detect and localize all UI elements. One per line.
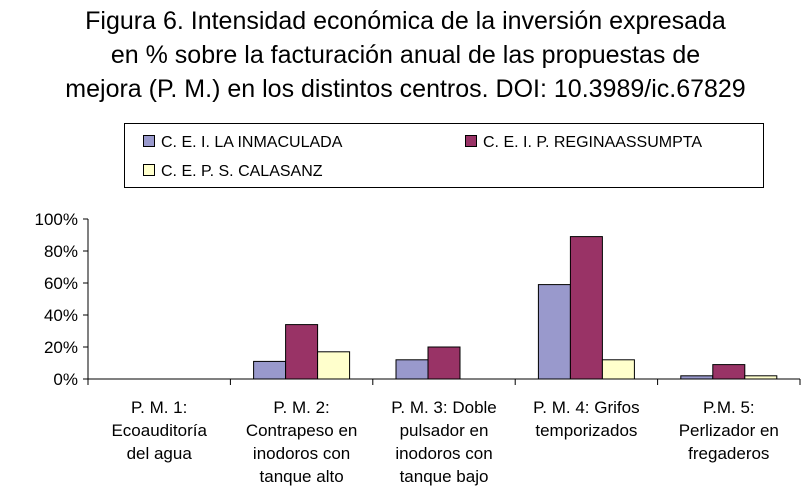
legend-item-reginaassumpta: C. E. I. P. REGINAASSUMPTA [465, 134, 702, 152]
bar [569, 236, 603, 380]
y-tick-label: 80% [44, 242, 78, 261]
chart-title-line-3: mejora (P. M.) en los distintos centros.… [65, 75, 746, 103]
legend-item-inmaculada: C. E. I. LA INMACULADA [143, 134, 342, 152]
legend-label-reginaassumpta: C. E. I. P. REGINAASSUMPTA [483, 134, 703, 151]
bar [537, 284, 571, 380]
y-tick-label: 20% [44, 338, 78, 357]
legend-swatch-calasanz [143, 164, 155, 176]
legend-label-inmaculada: C. E. I. LA INMACULADA [161, 134, 343, 151]
bar [427, 346, 461, 380]
x-category-label: P.M. 5: Perlizador en fregaderos [678, 398, 779, 463]
legend-label-calasanz: C. E. P. S. CALASANZ [161, 163, 323, 180]
chart-title-line-1: Figura 6. Intensidad económica de la inv… [85, 7, 726, 35]
bar [395, 359, 429, 380]
chart-legend: C. E. I. LA INMACULADA C. E. I. P. REGIN… [124, 123, 764, 188]
y-tick-label: 40% [44, 306, 78, 325]
bar [712, 364, 746, 380]
bar [253, 360, 287, 380]
x-category-label: P. M. 4: Grifos temporizados [533, 398, 640, 440]
chart-title-line-2: en % sobre la facturación anual de las p… [110, 41, 701, 69]
x-category-label: P. M. 1: Ecoauditoría del agua [111, 398, 207, 463]
y-tick-label: 100% [35, 210, 78, 229]
bar [601, 359, 635, 380]
bar [285, 324, 319, 380]
x-category-label: P. M. 2: Contrapeso en inodoros con tanq… [245, 398, 358, 486]
y-tick-label: 0% [53, 370, 78, 389]
x-category-label: P. M. 3: Doble pulsador en inodoros con … [391, 398, 497, 486]
bar [317, 351, 351, 380]
y-tick-label: 60% [44, 274, 78, 293]
chart-title: Figura 6. Intensidad económica de la inv… [0, 4, 811, 106]
legend-swatch-reginaassumpta [465, 135, 477, 147]
legend-item-calasanz: C. E. P. S. CALASANZ [143, 163, 323, 181]
legend-swatch-inmaculada [143, 135, 155, 147]
